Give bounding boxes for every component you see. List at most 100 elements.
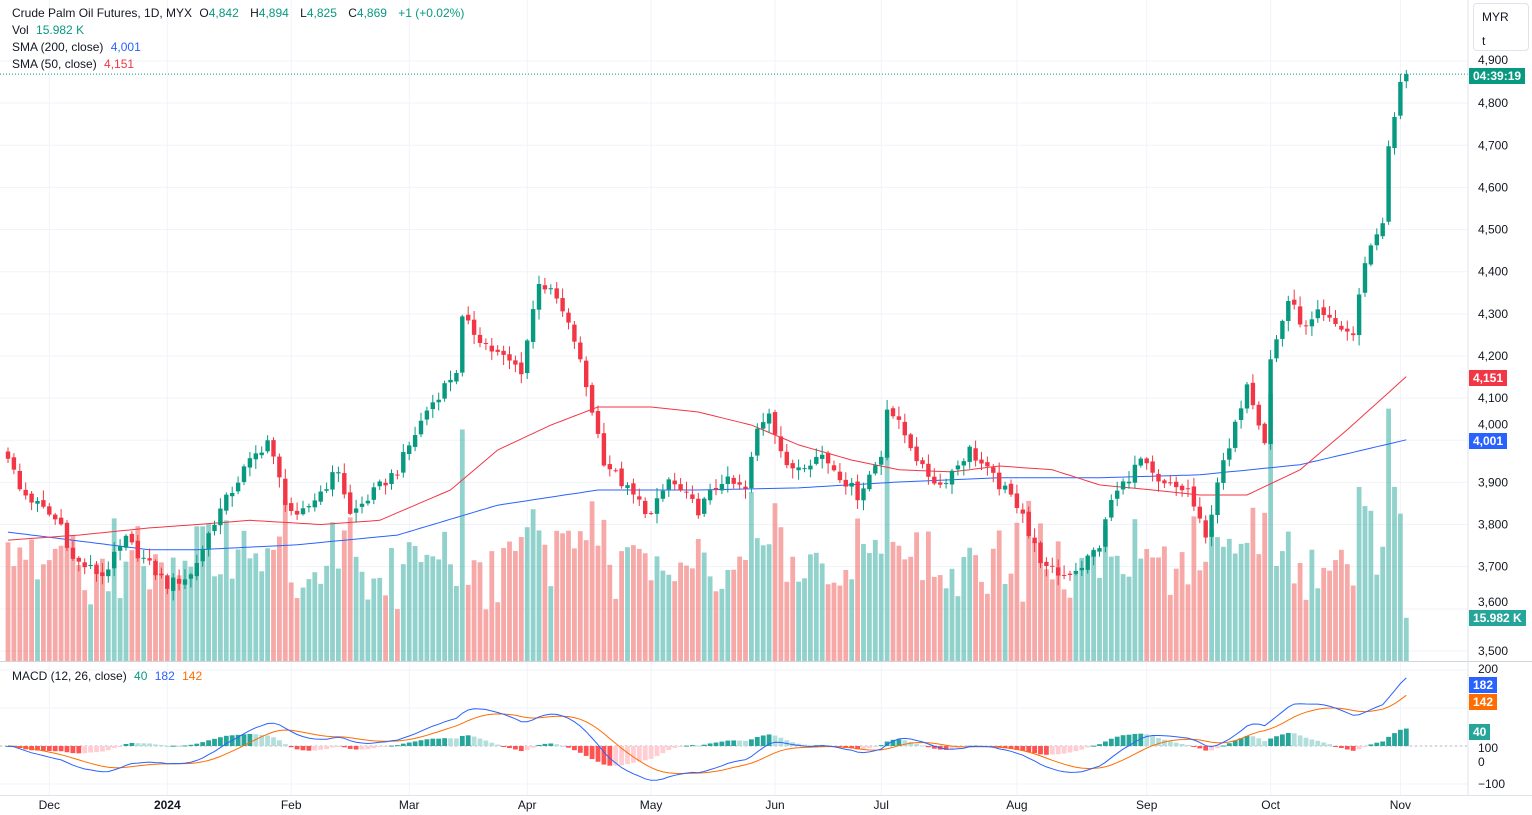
candle-body: [696, 498, 701, 516]
volume-bar: [1079, 557, 1085, 661]
candle-body: [1026, 511, 1031, 537]
volume-bar: [1020, 601, 1026, 661]
candle-body: [1398, 81, 1403, 116]
volume-bar: [1120, 574, 1126, 661]
candle-body: [1233, 421, 1238, 448]
volume-bar: [11, 566, 17, 661]
macd-histogram-bar: [760, 735, 766, 746]
candle-body: [879, 456, 884, 465]
volume-bar: [1156, 557, 1161, 661]
candle-body: [790, 463, 795, 469]
macd-histogram-bar: [1226, 743, 1232, 746]
volume-bar: [489, 551, 495, 661]
price-tick-label: 3,800: [1478, 518, 1508, 532]
time-tick-label: Jul: [874, 798, 889, 812]
macd-line-tag: 182: [1469, 677, 1498, 693]
candle-body: [383, 482, 388, 486]
volume-bar: [1044, 569, 1049, 661]
macd-legend[interactable]: MACD (12, 26, close) 40 182 142: [12, 668, 206, 685]
price-tick-label: 3,900: [1478, 475, 1508, 489]
volume-bar: [1185, 584, 1191, 661]
candle-body: [1032, 537, 1037, 544]
volume-bar: [613, 598, 619, 661]
sma50-legend[interactable]: SMA (50, close) 4,151: [12, 56, 138, 73]
macd-histogram-bar: [1073, 746, 1079, 752]
candle-body: [47, 506, 52, 515]
macd-histogram-bar: [406, 742, 412, 746]
currency-unit-button[interactable]: MYR t: [1473, 3, 1529, 51]
price-tick-label: 4,500: [1478, 223, 1508, 237]
volume-bar: [808, 554, 813, 661]
candle-body: [796, 467, 801, 471]
macd-histogram-bar: [772, 735, 778, 746]
candle-body: [224, 494, 229, 511]
macd-tick-label: 200: [1478, 662, 1498, 676]
volume-bar: [223, 520, 229, 661]
volume-bar: [872, 539, 878, 661]
volume-bar: [306, 579, 312, 661]
macd-histogram-bar: [170, 745, 176, 747]
macd-histogram-bar: [1026, 746, 1032, 753]
volume-bar: [1297, 562, 1303, 661]
macd-histogram-bar: [672, 746, 678, 748]
time-tick-label: 2024: [154, 798, 181, 812]
volume-bar: [1403, 617, 1409, 661]
volume-bar: [631, 545, 636, 661]
volume-bar: [41, 564, 46, 661]
volume-bar: [454, 585, 459, 661]
volume-bar: [1179, 552, 1185, 661]
macd-histogram-bar: [595, 746, 601, 762]
macd-histogram-bar: [572, 746, 577, 751]
candle-body: [713, 487, 719, 490]
candle-body: [731, 477, 736, 484]
candle-body: [672, 480, 677, 485]
candle-body: [1374, 234, 1379, 246]
sma50-line: [7, 376, 1407, 541]
macd-histogram-bar: [277, 740, 282, 746]
volume-bar: [206, 524, 211, 661]
macd-histogram-bar: [1209, 746, 1214, 751]
price-tick-label: 4,300: [1478, 307, 1508, 321]
candle-body: [401, 452, 406, 473]
macd-histogram-bar: [890, 739, 896, 746]
candle-body: [867, 474, 872, 490]
volume-bar: [849, 579, 855, 661]
macd-histogram-bar: [341, 746, 347, 748]
volume-legend[interactable]: Vol 15.982 K: [12, 22, 88, 39]
volume-bar: [695, 539, 701, 661]
candle-body: [808, 465, 813, 470]
candle-body: [997, 472, 1002, 490]
volume-bar: [1392, 486, 1397, 661]
macd-histogram-bar: [642, 746, 648, 761]
volume-bar: [985, 593, 990, 661]
time-tick-label: Dec: [39, 798, 60, 812]
candle-body: [1002, 485, 1008, 490]
candle-body: [908, 434, 913, 449]
sma200-legend[interactable]: SMA (200, close) 4,001: [12, 39, 145, 56]
candle-body: [949, 470, 955, 485]
macd-histogram-bar: [1156, 737, 1161, 746]
macd-histogram-bar: [1386, 736, 1391, 746]
candle-body: [784, 451, 789, 466]
volume-bar: [589, 501, 595, 661]
volume-bar: [1362, 506, 1368, 661]
volume-bar: [996, 530, 1002, 661]
candle-body: [454, 373, 459, 382]
candle-body: [884, 409, 890, 458]
macd-histogram-bar: [182, 745, 188, 747]
volume-bar: [288, 582, 294, 661]
volume-bar: [324, 565, 329, 661]
macd-histogram-bar: [247, 733, 253, 746]
candle-body: [176, 578, 182, 584]
macd-histogram-bar: [300, 746, 306, 751]
volume-bar: [383, 595, 388, 661]
volume-bar: [778, 527, 784, 661]
volume-bar: [389, 548, 394, 661]
candle-body: [1115, 490, 1120, 499]
volume-bar: [749, 491, 754, 661]
volume-bar: [1014, 522, 1020, 661]
candle-body: [1120, 481, 1126, 490]
time-tick-label: Jun: [765, 798, 784, 812]
macd-histogram-bar: [943, 746, 949, 750]
